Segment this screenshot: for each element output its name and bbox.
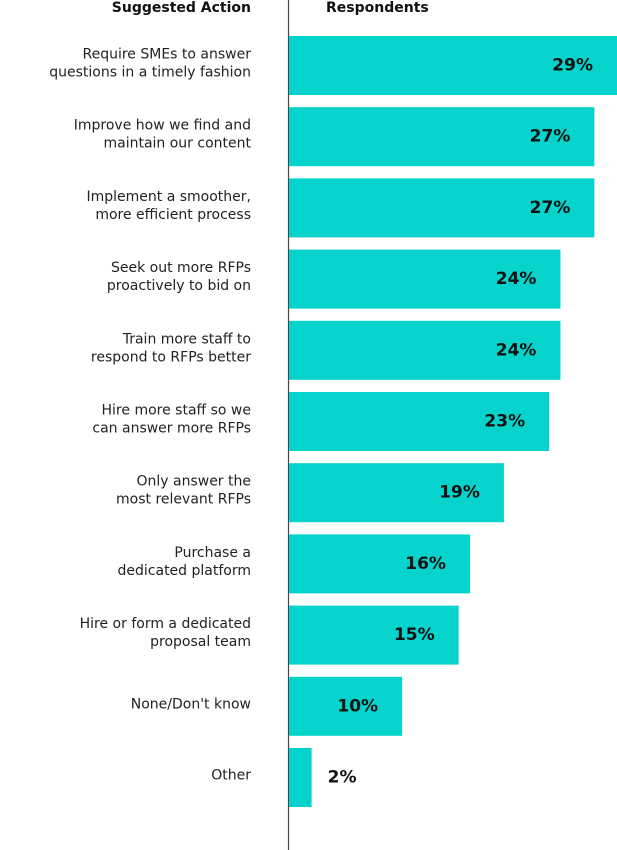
category-header: Suggested Action: [112, 0, 251, 16]
value-label: 23%: [484, 412, 525, 432]
bar: [289, 107, 595, 167]
bar: [289, 463, 504, 523]
bar: [289, 320, 561, 380]
value-label: 16%: [405, 554, 446, 574]
category-label: None/Don't know: [131, 696, 251, 712]
value-label: 2%: [328, 768, 357, 788]
category-label: dedicated platform: [118, 563, 251, 579]
category-label: questions in a timely fashion: [49, 65, 251, 81]
category-label: Seek out more RFPs: [111, 260, 251, 276]
value-label: 27%: [530, 127, 571, 147]
bar: [289, 748, 312, 807]
value-label: 15%: [394, 625, 435, 645]
value-label: 10%: [337, 696, 378, 716]
category-label: Other: [211, 768, 251, 784]
category-label: Require SMEs to answer: [83, 47, 252, 63]
category-label: maintain our content: [103, 136, 251, 152]
category-label: can answer more RFPs: [92, 421, 251, 437]
value-label: 29%: [552, 56, 593, 76]
category-label: most relevant RFPs: [116, 492, 251, 508]
value-label: 19%: [439, 483, 480, 503]
bar: [289, 534, 470, 594]
bar: [289, 605, 459, 665]
value-label: 24%: [496, 269, 537, 289]
bar: [289, 676, 403, 736]
category-label: respond to RFPs better: [91, 349, 251, 365]
category-label: Train more staff to: [122, 331, 251, 347]
category-label: Improve how we find and: [74, 118, 251, 134]
category-label: Only answer the: [136, 474, 251, 490]
category-label: Purchase a: [174, 545, 251, 561]
category-label: proactively to bid on: [107, 278, 251, 294]
category-label: Hire or form a dedicated: [80, 616, 251, 632]
value-label: 27%: [530, 198, 571, 218]
value-header: Respondents: [326, 0, 429, 16]
category-label: Hire more staff so we: [102, 403, 251, 419]
bar: [289, 249, 561, 309]
category-label: Implement a smoother,: [87, 189, 252, 205]
bar: [289, 36, 617, 95]
bar: [289, 392, 550, 451]
category-label: proposal team: [150, 634, 251, 650]
category-label: more efficient process: [95, 207, 251, 223]
value-label: 24%: [496, 340, 537, 360]
bar: [289, 178, 595, 238]
